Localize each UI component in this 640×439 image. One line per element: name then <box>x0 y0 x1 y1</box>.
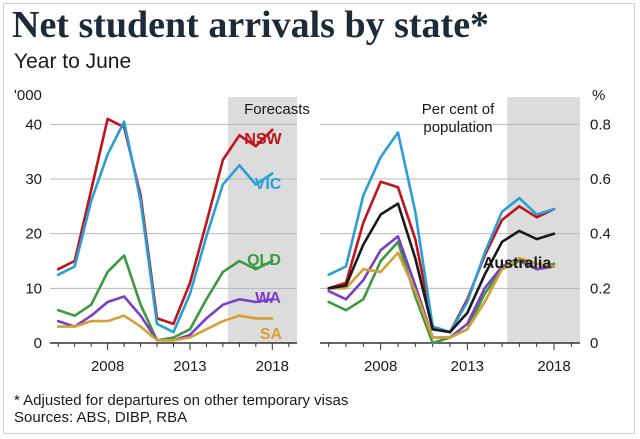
left-series-label-nsw: NSW <box>244 131 282 148</box>
right-series-line-australia <box>327 202 556 334</box>
chart-subtitle: Year to June <box>14 50 132 73</box>
chart-title: Net student arrivals by state* <box>12 4 490 46</box>
right-series-line-sa <box>327 251 556 339</box>
left-y-tick-label: 0 <box>34 335 42 352</box>
chart-footnote: * Adjusted for departures on other tempo… <box>14 392 349 409</box>
right-panel-note-line2: population <box>423 119 492 136</box>
right-y-tick-label: 0.2 <box>590 280 611 297</box>
chart-sources: Sources: ABS, DIBP, RBA <box>14 409 188 426</box>
right-x-tick-label: 2018 <box>537 358 570 375</box>
left-series-label-wa: WA <box>255 290 281 307</box>
left-x-tick-label: 2013 <box>173 358 206 375</box>
left-y-tick-label: 20 <box>25 226 42 243</box>
left-series-line-vic <box>56 120 274 334</box>
right-y-tick-label: 0 <box>590 335 598 352</box>
right-y-tick-label: 0.8 <box>590 116 611 133</box>
left-series-line-nsw <box>56 117 274 326</box>
left-series-line-sa <box>56 314 274 342</box>
right-y-tick-label: 0.4 <box>590 226 611 243</box>
left-y-tick-label: 30 <box>25 171 42 188</box>
left-series-line-qld <box>56 254 274 342</box>
left-forecast-label: Forecasts <box>244 101 310 118</box>
right-x-tick-label: 2008 <box>364 358 397 375</box>
right-panel-note-line1: Per cent of <box>422 101 495 118</box>
right-series-line-vic <box>327 131 556 334</box>
right-x-tick-label: 2013 <box>451 358 484 375</box>
left-y-tick-label: 40 <box>25 116 42 133</box>
right-forecast-band <box>507 97 580 343</box>
left-y-axis-unit: '000 <box>14 87 42 104</box>
right-y-tick-label: 0.6 <box>590 171 611 188</box>
left-x-tick-label: 2018 <box>256 358 289 375</box>
left-series-label-sa: SA <box>260 326 283 343</box>
left-series-label-vic: VIC <box>255 176 282 193</box>
left-series-label-qld: QLD <box>247 252 281 269</box>
right-y-axis-unit: % <box>592 87 605 104</box>
left-x-tick-label: 2008 <box>91 358 124 375</box>
left-y-tick-label: 10 <box>25 280 42 297</box>
right-series-label-australia: Australia <box>483 255 552 272</box>
chart-frame <box>3 3 635 434</box>
right-series-line-qld <box>327 240 556 345</box>
